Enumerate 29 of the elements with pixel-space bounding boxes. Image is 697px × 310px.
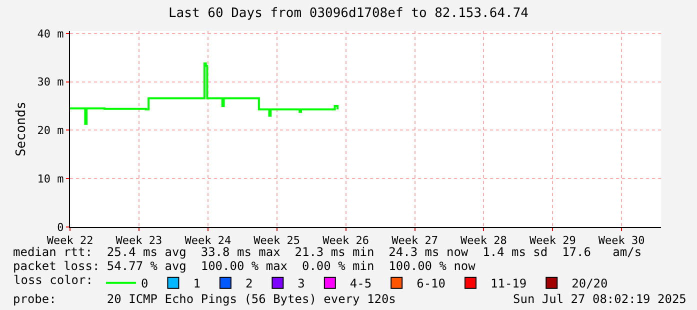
x-tick-label: Week 28 — [460, 234, 507, 248]
x-tick-label: Week 24 — [184, 234, 232, 248]
y-axis-title: Seconds — [14, 102, 30, 156]
text: Sun Jul 27 08:02:19 2025 — [513, 292, 686, 306]
legend-title: loss color: — [13, 272, 93, 287]
legend-label: 1 — [193, 276, 200, 291]
legend-label: 0 — [140, 276, 148, 291]
text: packet loss: 54.77 % avg 100.00 % max 0.00 % min 100.00 % now — [13, 259, 476, 273]
x-tick-label: Week 30 — [598, 234, 645, 248]
x-tick-label: Week 23 — [116, 234, 162, 248]
x-tick-label: Week 26 — [322, 234, 369, 248]
legend-label: 4-5 — [350, 276, 372, 291]
legend-label: 6-10 — [416, 276, 446, 291]
x-tick-label: Week 27 — [392, 234, 438, 248]
legend-label: 20/20 — [572, 276, 608, 291]
y-tick-label: 40 m — [37, 27, 64, 40]
text: probe: 20 ICMP Echo Pings (56 Bytes) every 120s — [13, 292, 396, 306]
y-tick-label: 20 m — [37, 124, 64, 138]
y-tick-label: 30 m — [37, 76, 64, 89]
legend-label: 3 — [298, 276, 305, 291]
x-tick-label: Week 22 — [46, 234, 94, 248]
y-tick-label: 0 — [57, 220, 64, 234]
y-tick-label: 10 m — [37, 172, 64, 186]
text: median rtt: 25.4 ms avg 33.8 ms max 21.3 ms min 24.3 ms now 1.4 ms sd 17.6 am/s — [13, 245, 642, 259]
x-tick-label: Week 25 — [254, 234, 300, 248]
x-tick-label: Week 29 — [529, 234, 576, 248]
legend-label: 2 — [245, 276, 253, 291]
legend-label: 11-19 — [490, 276, 527, 291]
chart-title: Last 60 Days from 03096d1708ef to 82.153.64.74 — [168, 6, 529, 21]
